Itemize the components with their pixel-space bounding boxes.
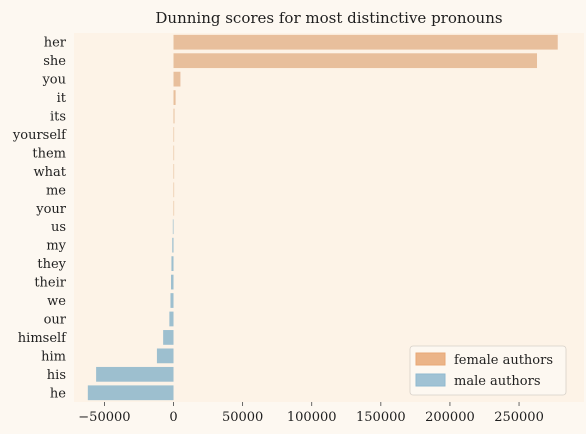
bar-you bbox=[173, 71, 181, 87]
x-tick-label: 250000 bbox=[494, 410, 544, 425]
bar-she bbox=[173, 53, 538, 69]
y-tick-label: him bbox=[41, 349, 66, 364]
bar-our bbox=[169, 311, 174, 327]
y-tick-label: himself bbox=[18, 331, 67, 346]
bar-it bbox=[173, 90, 176, 105]
legend-label-male: male authors bbox=[454, 374, 541, 389]
x-tick-label: 150000 bbox=[356, 410, 406, 425]
bar-he bbox=[87, 385, 174, 401]
y-tick-label: you bbox=[41, 73, 66, 88]
bar-yourself bbox=[173, 127, 175, 142]
bar-we bbox=[170, 293, 174, 308]
legend: female authors male authors bbox=[409, 345, 567, 396]
bar-her bbox=[173, 34, 558, 50]
y-tick-label: what bbox=[34, 165, 67, 180]
bar-himself bbox=[163, 330, 174, 345]
bar-their bbox=[171, 274, 174, 290]
plot-area bbox=[74, 33, 584, 402]
chart-title: Dunning scores for most distinctive pron… bbox=[155, 9, 502, 27]
y-tick-label: she bbox=[43, 54, 66, 69]
legend-box bbox=[409, 345, 567, 396]
bar-him bbox=[156, 348, 174, 364]
x-tick-labels: −50000 0 50000 100000 150000 200000 250000 bbox=[78, 402, 544, 425]
y-tick-label: our bbox=[44, 312, 67, 327]
y-tick-label: your bbox=[35, 202, 67, 217]
y-tick-label: it bbox=[57, 91, 67, 106]
bar-his bbox=[96, 366, 174, 382]
y-tick-label: yourself bbox=[12, 128, 67, 143]
x-tick-label: 100000 bbox=[287, 410, 337, 425]
x-tick-label: 200000 bbox=[425, 410, 475, 425]
y-tick-label: its bbox=[50, 110, 66, 125]
y-tick-label: her bbox=[44, 36, 67, 51]
bar-they bbox=[171, 256, 174, 272]
legend-label-female: female authors bbox=[454, 353, 553, 368]
y-tick-label: he bbox=[50, 386, 66, 401]
bars-group bbox=[87, 34, 558, 401]
bar-your bbox=[173, 200, 175, 216]
x-tick-label: 0 bbox=[169, 410, 177, 425]
y-tick-label: they bbox=[37, 257, 66, 272]
y-tick-label: we bbox=[47, 294, 66, 309]
y-tick-label: my bbox=[46, 239, 66, 254]
y-tick-label: their bbox=[34, 276, 66, 291]
bar-them bbox=[173, 145, 175, 161]
y-tick-label: them bbox=[32, 146, 66, 161]
bar-us bbox=[172, 219, 174, 235]
bar-what bbox=[173, 163, 175, 179]
bar-me bbox=[173, 182, 175, 198]
legend-swatch-female bbox=[415, 352, 446, 366]
x-tick-label: 50000 bbox=[222, 410, 263, 425]
y-tick-labels: her she you it its yourself them what me your us my… bbox=[12, 36, 67, 402]
bar-my bbox=[172, 237, 174, 253]
legend-swatch-male bbox=[415, 373, 446, 387]
x-tick-label: −50000 bbox=[78, 410, 130, 425]
y-tick-label: his bbox=[47, 368, 66, 383]
bar-its bbox=[173, 108, 175, 124]
y-tick-label: me bbox=[46, 183, 66, 198]
y-tick-label: us bbox=[51, 220, 66, 235]
